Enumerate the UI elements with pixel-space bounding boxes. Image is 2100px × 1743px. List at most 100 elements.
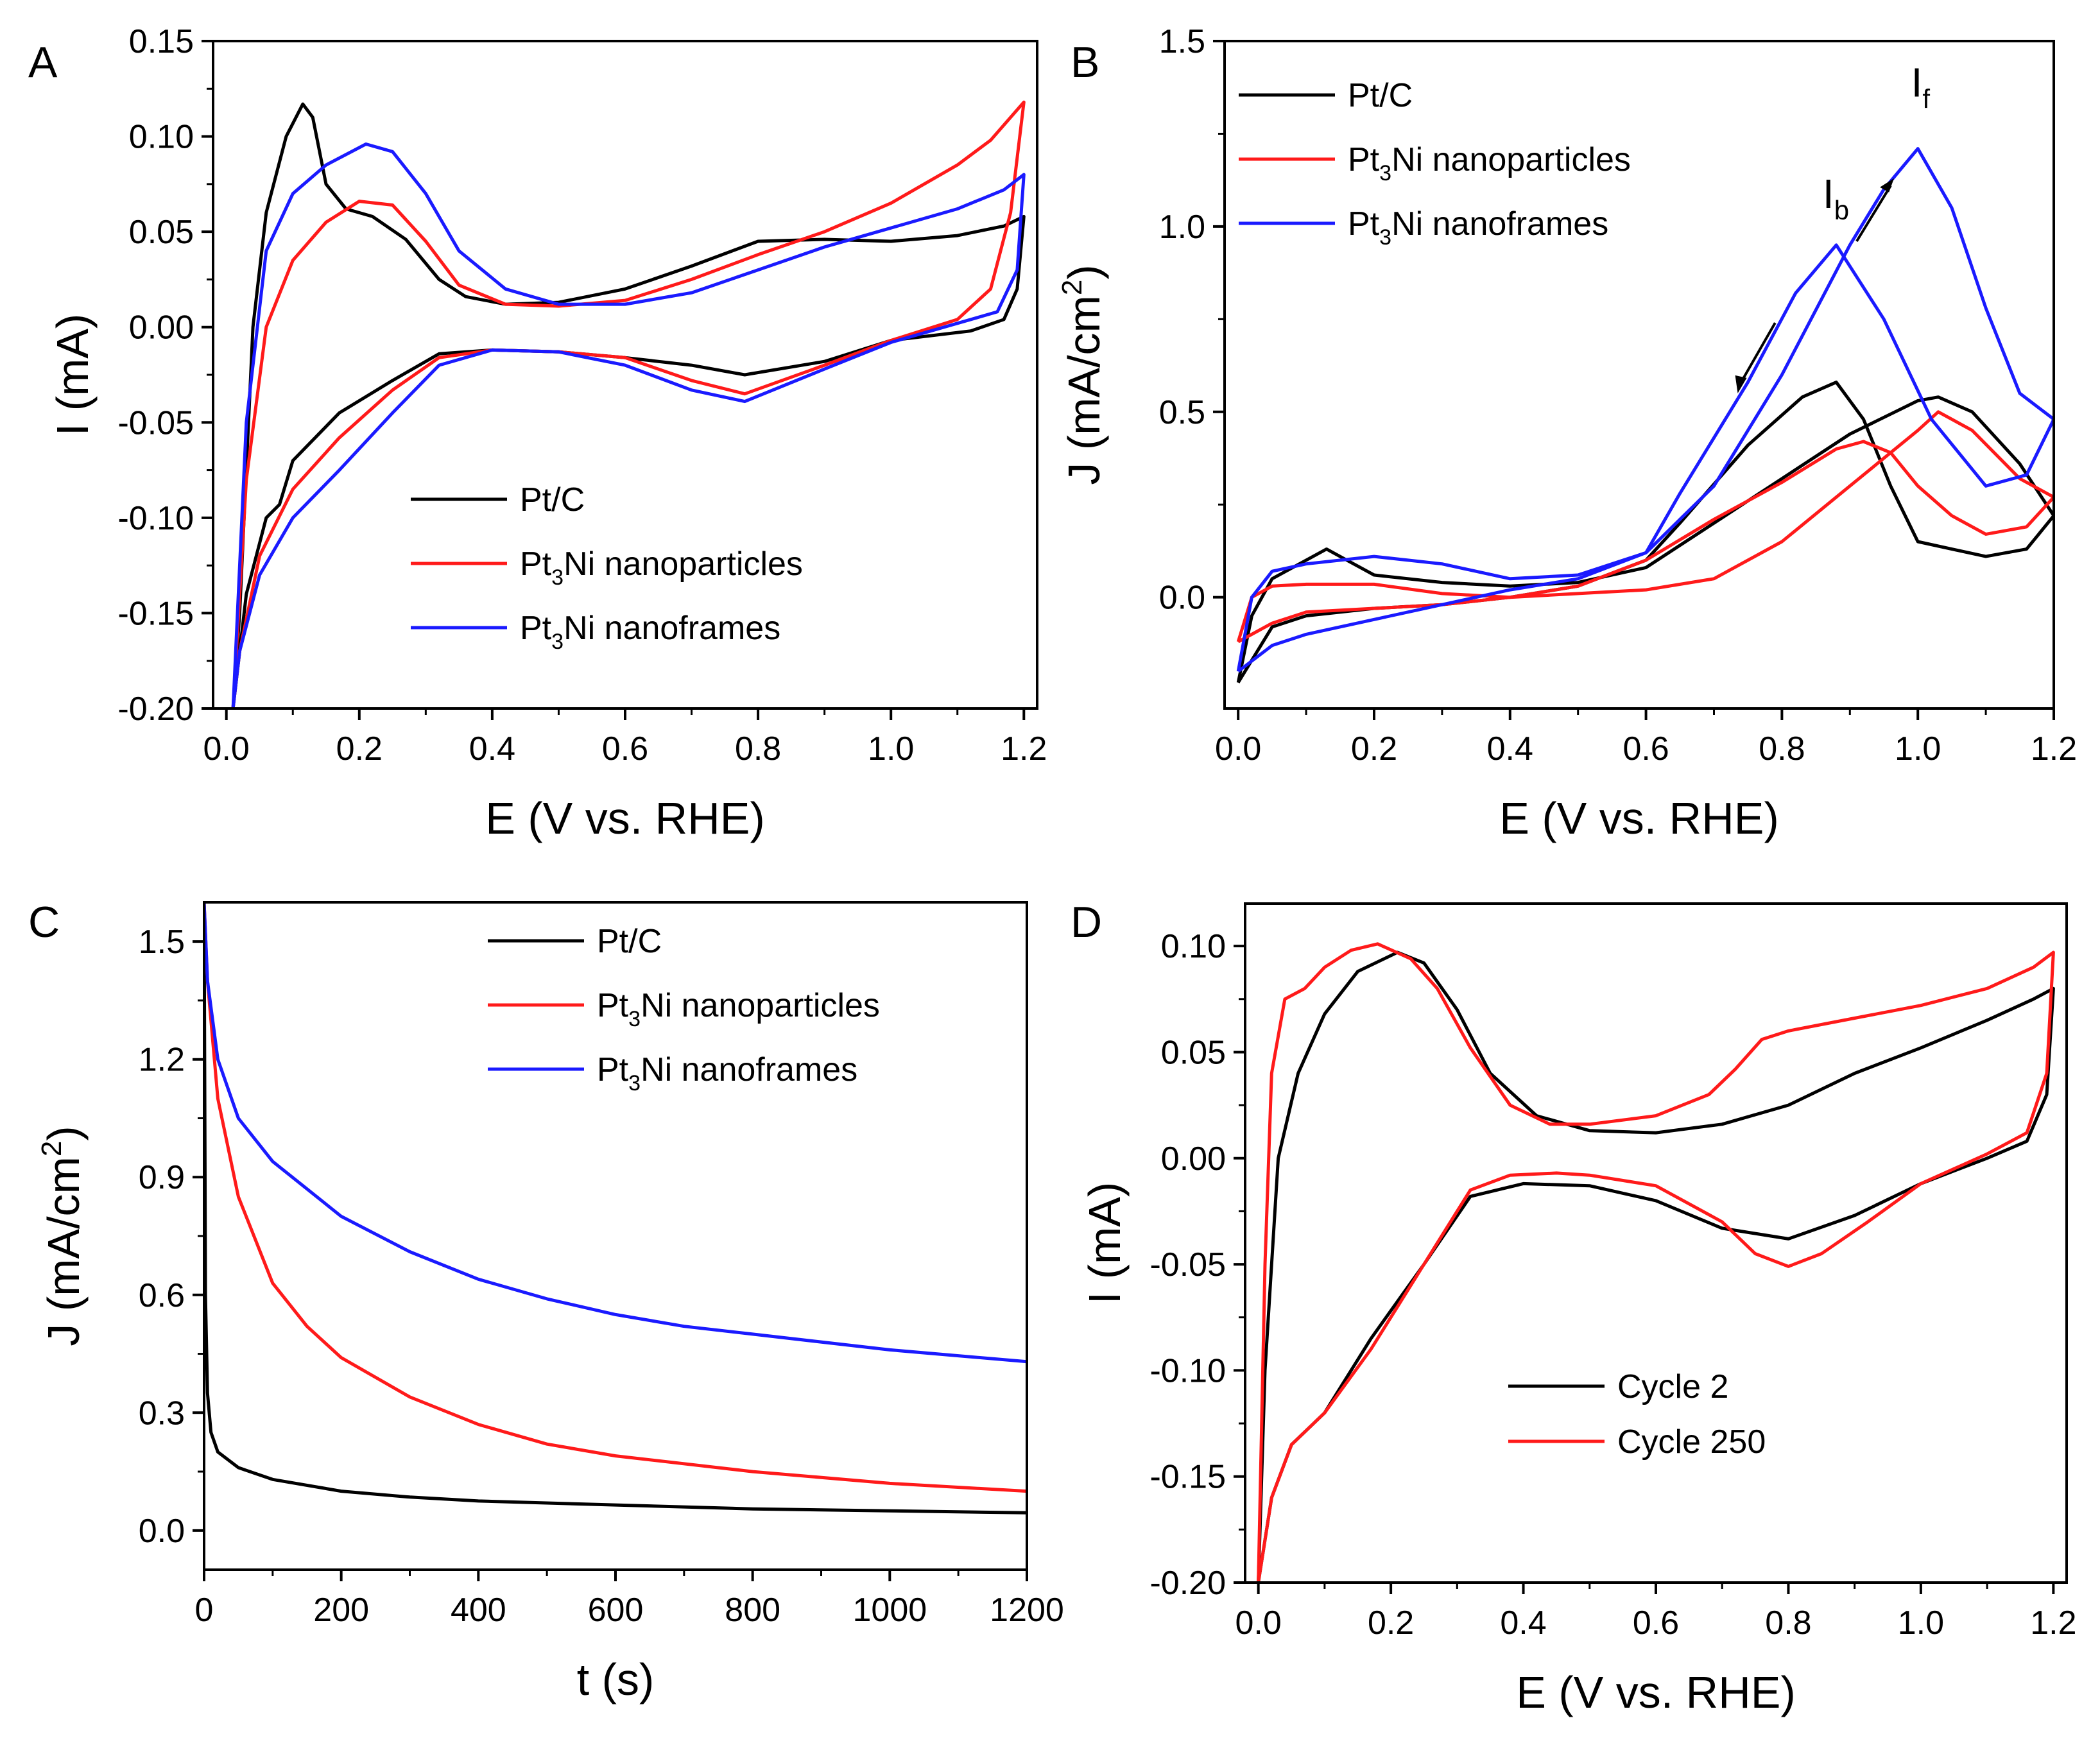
y-tick-label: 0.00 [1161, 1140, 1226, 1178]
panel-d: D 0.0 0.2 0.4 0.6 0.8 1.0 1.2 -0.20 -0.15 -0.10 -0.… [1071, 898, 2077, 1717]
y-tick-label: 1.5 [139, 923, 185, 961]
backward-scan-arrow-icon [1735, 322, 1777, 393]
x-tick-label: 0.0 [1235, 1604, 1281, 1642]
peak-annotation-f: If [1911, 60, 1931, 114]
x-tick-label: 0.4 [1500, 1604, 1546, 1642]
series-line-2 [231, 100, 1026, 708]
panel-b: B 0.0 0.2 0.4 0.6 0.8 1.0 1.2 0.0 0.5 1.0 1.5 E (V v… [1056, 23, 2077, 843]
series-line-2 [1236, 410, 2054, 644]
legend-label-2: Pt3Ni nanoparticles [1348, 141, 1631, 185]
series-line-2 [204, 902, 1027, 1493]
y-tick-label: 0.15 [129, 23, 194, 60]
peak-annotation-b: Ib [1823, 171, 1849, 225]
x-tick-label: 400 [451, 1592, 506, 1629]
y-tick-label: -0.05 [1149, 1246, 1226, 1284]
y-tick-label: 0.6 [139, 1277, 185, 1314]
series-line-3 [204, 902, 1027, 1364]
legend-label-3: Pt3Ni nanoframes [1348, 205, 1608, 250]
y-tick-label: -0.10 [117, 500, 194, 537]
y-tick-label: 0.05 [1161, 1034, 1226, 1071]
panel-a: A 0.0 0.2 0.4 0.6 0.8 1.0 1.2 -0.20 -0.15 -0.10 -0.… [28, 23, 1047, 843]
legend-label-1: Pt/C [1348, 77, 1413, 114]
x-tick-label: 0.4 [469, 730, 515, 768]
legend-label-3: Pt3Ni nanoframes [520, 610, 780, 654]
legend-label-2: Cycle 250 [1617, 1423, 1766, 1461]
panel-c: C 0 200 400 600 800 1000 1200 0.0 0.3 0.6 0.9 1.2 1.5… [28, 898, 1064, 1704]
x-tick-label: 1.0 [868, 730, 914, 768]
legend-label-1: Cycle 2 [1617, 1368, 1728, 1405]
x-tick-label: 0.8 [1759, 730, 1805, 768]
y-tick-label: 0.10 [129, 119, 194, 156]
legend-label-1: Pt/C [597, 923, 662, 960]
legend: Pt/C Pt3Ni nanoparticles Pt3Ni nanoframes [488, 923, 880, 1095]
plot-area [231, 100, 1026, 708]
plot-area [1236, 147, 2054, 683]
y-axis-label: I (mA) [1080, 1182, 1130, 1305]
y-tick-label: 0.3 [139, 1395, 185, 1432]
y-tick-label: 0.9 [139, 1159, 185, 1196]
x-tick-label: 0.0 [203, 730, 250, 768]
x-tick-label: 800 [725, 1592, 780, 1629]
series-line-3 [231, 142, 1026, 708]
y-tick-label: 1.2 [139, 1042, 185, 1079]
legend: Pt/C Pt3Ni nanoparticles Pt3Ni nanoframes [411, 481, 803, 654]
axes-frame [212, 40, 1038, 710]
series-line-3 [1236, 147, 2054, 673]
x-tick-label: 600 [588, 1592, 644, 1629]
x-tick-label: 0.8 [735, 730, 781, 768]
x-tick-label: 200 [313, 1592, 369, 1629]
series-line-1 [204, 902, 1027, 1515]
series-line-1 [1257, 950, 2055, 1583]
y-tick-label: 0.0 [139, 1513, 185, 1550]
x-tick-label: 0.6 [1633, 1604, 1679, 1642]
y-tick-label: 0.10 [1161, 928, 1226, 965]
y-tick-label: -0.20 [1149, 1565, 1226, 1602]
x-axis-label: t (s) [577, 1654, 655, 1704]
x-tick-label: 1.2 [2031, 730, 2077, 768]
x-tick-label: 0.2 [336, 730, 383, 768]
x-tick-label: 1.0 [1898, 1604, 1944, 1642]
legend-label-2: Pt3Ni nanoparticles [520, 545, 803, 590]
series-line-1 [231, 102, 1026, 708]
y-tick-label: -0.20 [117, 691, 194, 728]
x-tick-label: 0.8 [1765, 1604, 1811, 1642]
y-tick-label: -0.15 [117, 595, 194, 632]
y-tick-label: 0.0 [1159, 580, 1205, 617]
x-tick-label: 1.0 [1895, 730, 1941, 768]
y-tick-label: 1.5 [1159, 23, 1205, 60]
panel-letter: A [28, 38, 58, 87]
y-axis-label: I (mA) [47, 314, 98, 436]
legend: Pt/C Pt3Ni nanoparticles Pt3Ni nanoframes [1239, 77, 1631, 250]
y-tick-label: -0.10 [1149, 1352, 1226, 1389]
panel-letter: C [28, 898, 60, 947]
legend: Cycle 2 Cycle 250 [1508, 1368, 1766, 1461]
x-axis-label: E (V vs. RHE) [1499, 793, 1779, 843]
plot-area [204, 902, 1027, 1515]
series-line-2 [1257, 942, 2055, 1583]
y-tick-label: 0.00 [129, 309, 194, 347]
panel-letter: B [1071, 38, 1099, 87]
x-tick-label: 1.2 [2030, 1604, 2076, 1642]
y-axis-label: J (mA/cm2) [1056, 264, 1109, 485]
y-tick-label: 0.05 [129, 214, 194, 251]
panel-letter: D [1071, 898, 1102, 947]
axes-frame [1223, 40, 2055, 710]
y-axis-label: J (mA/cm2) [36, 1126, 89, 1346]
forward-scan-arrow-icon [1855, 178, 1895, 243]
x-tick-label: 0.0 [1215, 730, 1261, 768]
x-tick-label: 0.4 [1487, 730, 1533, 768]
x-tick-label: 0 [195, 1592, 214, 1629]
y-tick-label: -0.05 [117, 404, 194, 442]
x-tick-label: 0.6 [602, 730, 648, 768]
y-tick-label: -0.15 [1149, 1459, 1226, 1496]
x-axis-label: E (V vs. RHE) [1516, 1667, 1796, 1717]
x-tick-label: 1000 [852, 1592, 927, 1629]
y-tick-label: 1.0 [1159, 209, 1205, 246]
x-axis-label: E (V vs. RHE) [485, 793, 765, 843]
series-line-1 [1236, 381, 2054, 683]
y-tick-label: 0.5 [1159, 394, 1205, 431]
legend-label-2: Pt3Ni nanoparticles [597, 987, 880, 1031]
plot-area [1257, 942, 2055, 1583]
x-tick-label: 0.2 [1351, 730, 1397, 768]
